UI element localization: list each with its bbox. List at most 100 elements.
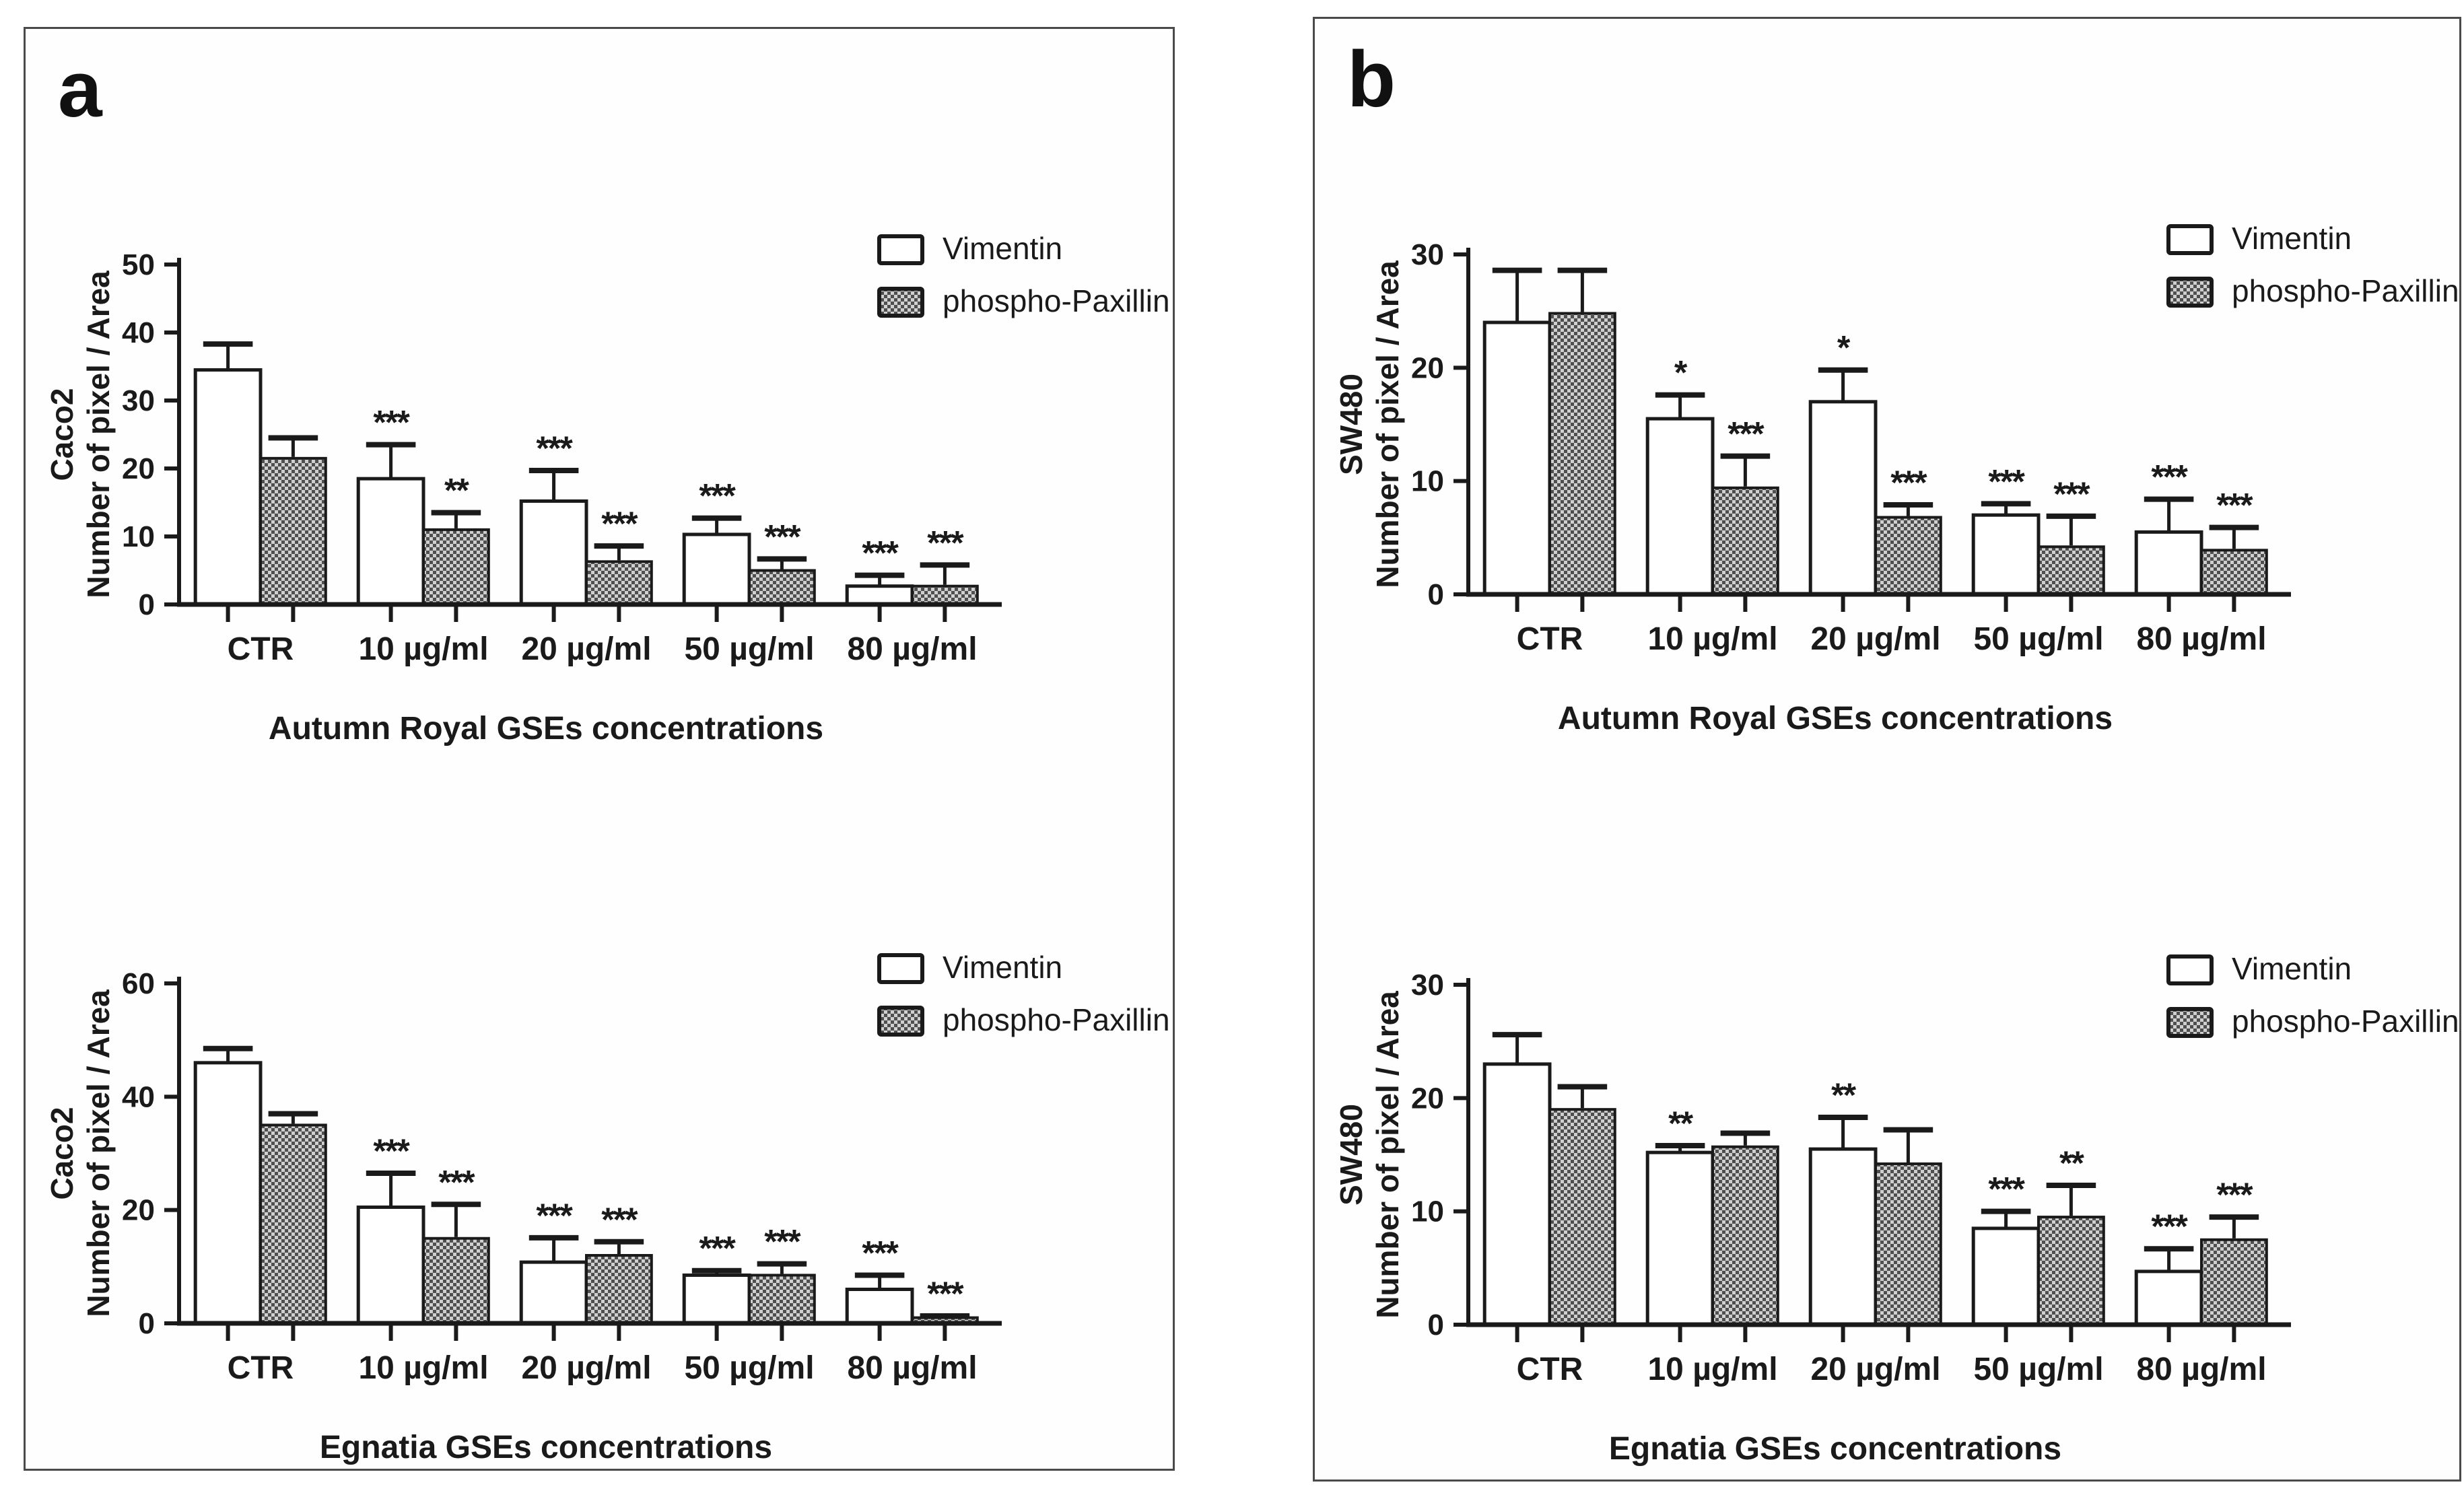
bar-vimentin (682, 1273, 751, 1325)
x-axis-title: Autumn Royal GSEs concentrations (269, 711, 823, 746)
y-tick-label: 60 (122, 967, 155, 1000)
legend-swatch-phospho-paxillin (877, 287, 924, 318)
x-category-label: 10 µg/ml (358, 631, 488, 667)
bar-phospho-paxillin (2037, 545, 2105, 596)
x-category-label: CTR (1517, 621, 1583, 657)
bar-phospho-paxillin (1711, 486, 1779, 596)
x-category-label: 20 µg/ml (1810, 621, 1940, 657)
y-tick-label: 30 (122, 384, 155, 417)
significance-label: *** (536, 1197, 573, 1234)
significance-label: *** (699, 1230, 736, 1267)
panel-b: b 0 10 20 30 SW480 Number of pixel / Area CTR *… (1313, 17, 2461, 1482)
significance-label: *** (2216, 487, 2253, 524)
significance-label: *** (862, 534, 899, 572)
bar-phospho-paxillin (2200, 549, 2268, 596)
x-category-label: 80 µg/ml (847, 1350, 977, 1386)
bar-phospho-paxillin (585, 1254, 653, 1325)
x-category-label: 80 µg/ml (2136, 621, 2266, 657)
bar-phospho-paxillin (422, 1237, 490, 1325)
significance-label: *** (373, 1132, 410, 1170)
bar-phospho-paxillin (2037, 1216, 2105, 1326)
panel-a-letter: a (58, 45, 102, 134)
legend-swatch-vimentin (2166, 954, 2214, 985)
y-tick-label: 20 (1411, 1082, 1444, 1115)
significance-label: *** (2053, 475, 2090, 513)
significance-label: *** (2216, 1176, 2253, 1214)
panel-b-letter: b (1347, 35, 1396, 124)
x-category-label: 20 µg/ml (521, 631, 651, 667)
y-tick-label: 10 (122, 520, 155, 553)
bar-phospho-paxillin (585, 560, 653, 606)
significance-label: *** (1890, 464, 1927, 501)
x-category-label: 50 µg/ml (684, 631, 814, 667)
significance-label: *** (862, 1234, 899, 1272)
significance-label: *** (2151, 1208, 2188, 1245)
bar-phospho-paxillin (1874, 1162, 1942, 1327)
x-category-label: 10 µg/ml (358, 1350, 488, 1386)
y-tick-label: 20 (1411, 351, 1444, 384)
significance-label: *** (927, 1275, 964, 1313)
significance-label: ** (1831, 1076, 1856, 1114)
y-axis-label-cell-line: SW480 (1334, 1104, 1369, 1206)
significance-label: ** (2059, 1144, 2084, 1182)
significance-label: *** (1988, 1171, 2025, 1208)
y-tick-label: 10 (1411, 465, 1444, 498)
bar-vimentin (1482, 1062, 1552, 1327)
legend-label: Vimentin (943, 231, 1062, 266)
bar-vimentin (1808, 1147, 1878, 1327)
bar-vimentin (1808, 400, 1878, 596)
legend-label: phospho-Paxillin (2232, 1004, 2459, 1039)
significance-label: * (1837, 329, 1851, 367)
bar-vimentin (519, 1260, 588, 1325)
bar-vimentin (2134, 530, 2203, 596)
y-tick-label: 40 (122, 1080, 155, 1113)
bar-phospho-paxillin (911, 584, 979, 606)
legend-swatch-phospho-paxillin (877, 1006, 924, 1037)
y-axis-label-cell-line: SW480 (1334, 374, 1369, 475)
legend-swatch-phospho-paxillin (2166, 277, 2214, 308)
significance-label: *** (601, 1201, 638, 1239)
y-axis-label-measure: Number of pixel / Area (81, 271, 116, 598)
bar-phospho-paxillin (1548, 312, 1616, 596)
x-category-label: 20 µg/ml (1810, 1352, 1940, 1387)
significance-label: * (1674, 354, 1688, 392)
bar-phospho-paxillin (422, 528, 490, 606)
bar-phospho-paxillin (1711, 1145, 1779, 1326)
legend-swatch-vimentin (2166, 224, 2214, 255)
significance-label: *** (536, 429, 573, 467)
bar-vimentin (193, 1061, 263, 1325)
x-category-label: 50 µg/ml (684, 1350, 814, 1386)
significance-label: *** (699, 477, 736, 515)
significance-label: *** (601, 505, 638, 543)
bar-vimentin (845, 584, 914, 606)
x-category-label: 50 µg/ml (1973, 1352, 2103, 1387)
chart-caco2-autumn-royal: 0 10 20 30 40 50 Caco2 Number of pixel / Area CT… (44, 231, 1170, 746)
legend-label: Vimentin (943, 950, 1062, 985)
bar-phospho-paxillin (1874, 516, 1942, 596)
significance-label: *** (927, 524, 964, 561)
panel-a: a 0 10 20 30 40 50 Caco2 Number of pixel / Area… (24, 27, 1175, 1471)
significance-label: *** (764, 1223, 801, 1261)
x-category-label: 20 µg/ml (521, 1350, 651, 1386)
significance-label: ** (1668, 1105, 1693, 1142)
x-axis-title: Egnatia GSEs concentrations (1609, 1431, 2061, 1467)
bar-vimentin (682, 532, 751, 606)
y-tick-label: 50 (122, 248, 155, 281)
legend-label: Vimentin (2232, 951, 2352, 986)
legend-swatch-phospho-paxillin (2166, 1007, 2214, 1038)
x-category-label: CTR (228, 631, 294, 667)
y-axis-label-cell-line: Caco2 (44, 1107, 79, 1199)
x-category-label: 80 µg/ml (2136, 1352, 2266, 1387)
bar-phospho-paxillin (259, 456, 327, 606)
chart-caco2-egnatia: 0 20 40 60 Caco2 Number of pixel / Area CTR ***… (44, 950, 1170, 1465)
significance-label: *** (2151, 458, 2188, 496)
y-tick-label: 40 (122, 316, 155, 349)
bar-vimentin (193, 368, 263, 606)
bar-vimentin (845, 1288, 914, 1325)
y-tick-label: 30 (1411, 969, 1444, 1002)
significance-label: *** (438, 1163, 475, 1201)
significance-label: *** (1727, 415, 1765, 453)
legend-swatch-vimentin (877, 953, 924, 984)
